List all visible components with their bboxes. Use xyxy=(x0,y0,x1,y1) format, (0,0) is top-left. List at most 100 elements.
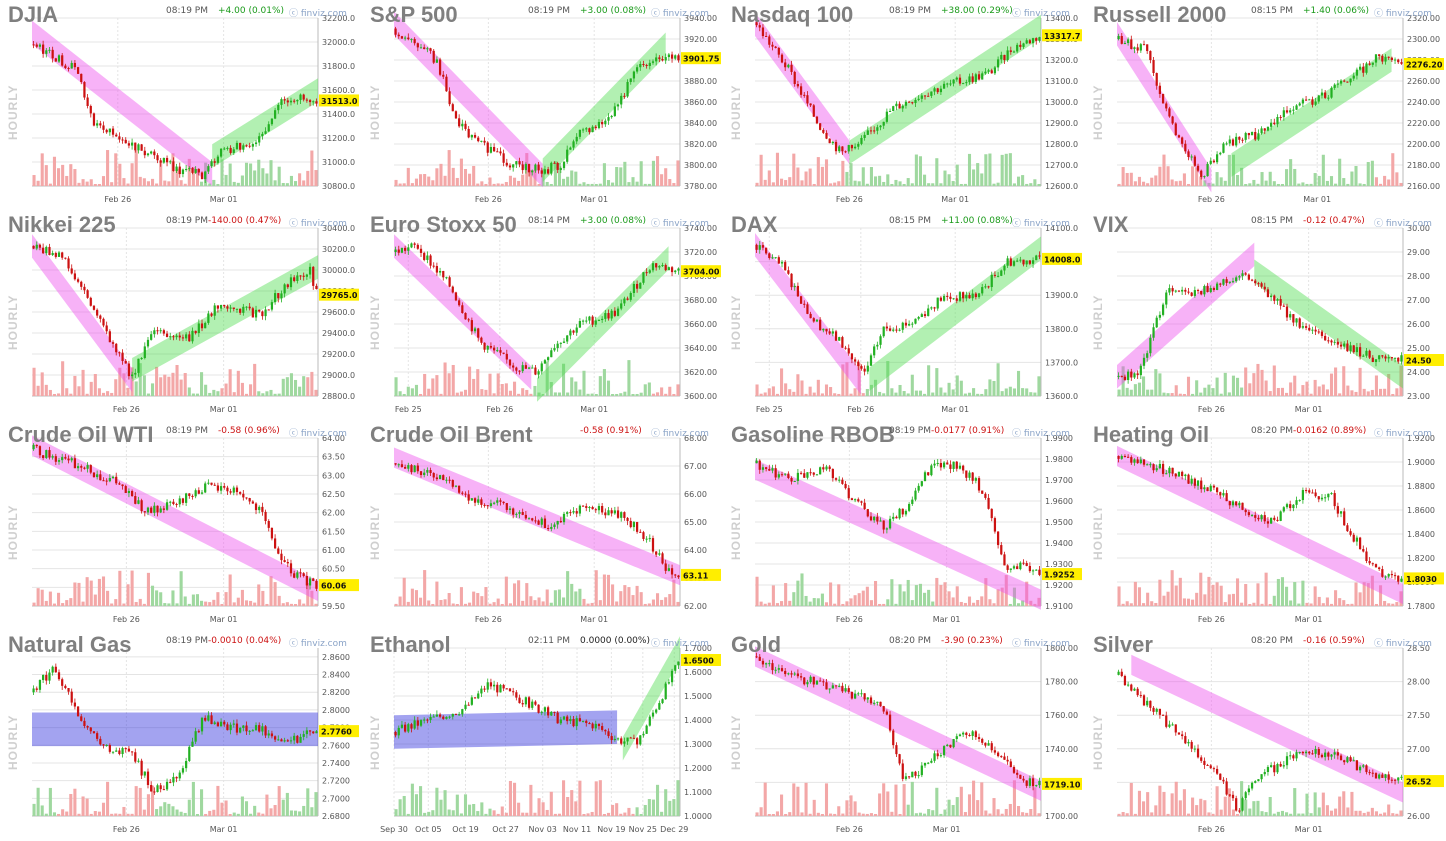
finviz-watermark[interactable]: ⓒ finviz.com xyxy=(651,6,709,19)
price-chart[interactable]: 2.86002.84002.82002.80002.78002.76002.74… xyxy=(0,630,361,840)
candle-body xyxy=(901,105,904,109)
chart-panel[interactable]: DJIA 08:19 PM +4.00 (0.01%) ⓒ finviz.com HOU… xyxy=(0,0,361,210)
volume-bar xyxy=(517,802,521,816)
price-chart[interactable]: 30400.030200.030000.029800.029600.029400… xyxy=(0,210,361,420)
volume-bar xyxy=(1264,380,1268,396)
price-chart[interactable]: 1.99001.98001.97001.96001.95001.94001.93… xyxy=(723,420,1084,630)
candle-body xyxy=(1222,143,1225,153)
price-chart[interactable]: 30.0029.0028.0027.0026.0025.0024.0023.00… xyxy=(1085,210,1446,420)
price-chart[interactable]: 1.70001.60001.50001.40001.30001.20001.10… xyxy=(362,630,723,840)
volume-bar xyxy=(1378,585,1383,606)
finviz-watermark[interactable]: ⓒ finviz.com xyxy=(1374,6,1432,19)
candle-body xyxy=(1003,554,1006,566)
chart-panel[interactable]: VIX 08:15 PM -0.12 (0.47%) ⓒ finviz.com HOUR… xyxy=(1085,210,1446,420)
chart-panel[interactable]: Silver 08:20 PM -0.16 (0.59%) ⓒ finviz.com H… xyxy=(1085,630,1446,840)
candle-body xyxy=(451,286,454,293)
price-chart[interactable]: 32200.032000.031800.031600.031400.031200… xyxy=(0,0,361,210)
candle-body xyxy=(942,83,946,89)
y-tick-label: 2.7000 xyxy=(322,794,350,803)
price-chart[interactable]: 2320.002300.002280.002260.002240.002220.… xyxy=(1085,0,1446,210)
chart-panel[interactable]: Crude Oil Brent -0.58 (0.91%) ⓒ finviz.com… xyxy=(362,420,723,630)
chart-panel[interactable]: Natural Gas 08:19 PM -0.0010 (0.04%) ⓒ finv… xyxy=(0,630,361,840)
price-chart[interactable]: 1800.001780.001760.001740.001720.001700.… xyxy=(723,630,1084,840)
candle-body xyxy=(1349,345,1352,352)
finviz-watermark[interactable]: ⓒ finviz.com xyxy=(289,426,347,439)
candle-body xyxy=(245,497,248,499)
volume-bar xyxy=(898,384,902,396)
candle-body xyxy=(505,162,508,166)
chart-panel[interactable]: Crude Oil WTI 08:19 PM -0.58 (0.96%) ⓒ finv… xyxy=(0,420,361,630)
price-chart[interactable]: 3740.003720.003700.003680.003660.003640.… xyxy=(362,210,723,420)
candle-body xyxy=(601,726,604,730)
candle-body xyxy=(1355,537,1359,542)
chart-panel[interactable]: S&P 500 08:19 PM +3.00 (0.08%) ⓒ finviz.com… xyxy=(362,0,723,210)
candle-body xyxy=(942,462,946,468)
finviz-watermark[interactable]: ⓒ finviz.com xyxy=(1012,216,1070,229)
candle-body xyxy=(1295,752,1298,759)
volume-bar xyxy=(833,603,837,606)
finviz-watermark[interactable]: ⓒ finviz.com xyxy=(651,636,709,649)
volume-bar xyxy=(517,180,521,186)
candle-body xyxy=(655,57,658,62)
volume-bar xyxy=(557,589,562,606)
chart-panel[interactable]: Nasdaq 100 08:19 PM +38.00 (0.29%) ⓒ finviz… xyxy=(723,0,1084,210)
candle-body xyxy=(885,711,888,715)
chart-panel[interactable]: Heating Oil 08:20 PM -0.0162 (0.89%) ⓒ finv… xyxy=(1085,420,1446,630)
price-chart[interactable]: 14100.014000.013900.013800.013700.013600… xyxy=(723,210,1084,420)
volume-bar xyxy=(459,813,463,816)
candle-body xyxy=(1215,768,1219,774)
candle-body xyxy=(949,744,952,748)
price-chart[interactable]: 3940.003920.003900.003880.003860.003840.… xyxy=(362,0,723,210)
x-tick-label: Feb 25 xyxy=(395,405,422,414)
volume-bar xyxy=(980,393,984,396)
finviz-watermark[interactable]: ⓒ finviz.com xyxy=(1374,216,1432,229)
chart-panel[interactable]: Ethanol 02:11 PM 0.0000 (0.00%) ⓒ finviz.co… xyxy=(362,630,723,840)
y-tick-label: 31600.0 xyxy=(322,86,355,95)
volume-bar xyxy=(615,601,619,606)
candle-body xyxy=(207,313,210,323)
candle-body xyxy=(1250,279,1254,281)
finviz-watermark[interactable]: ⓒ finviz.com xyxy=(1012,636,1070,649)
finviz-watermark[interactable]: ⓒ finviz.com xyxy=(289,636,347,649)
price-chart[interactable]: 64.0063.5063.0062.5062.0061.5061.0060.50… xyxy=(0,420,361,630)
volume-bar xyxy=(767,813,771,816)
chart-panel[interactable]: DAX 08:15 PM +11.00 (0.08%) ⓒ finviz.com HOU… xyxy=(723,210,1084,420)
candle-body xyxy=(838,685,841,687)
chart-panel[interactable]: Gold 08:20 PM -3.90 (0.23%) ⓒ finviz.com HOU… xyxy=(723,630,1084,840)
candle-body xyxy=(607,510,610,516)
finviz-watermark[interactable]: ⓒ finviz.com xyxy=(651,426,709,439)
finviz-watermark[interactable]: ⓒ finviz.com xyxy=(289,216,347,229)
volume-bar xyxy=(841,160,845,186)
finviz-watermark[interactable]: ⓒ finviz.com xyxy=(1374,636,1432,649)
price-change: +11.00 (0.08%) xyxy=(941,216,1013,226)
candle-body xyxy=(1304,326,1308,328)
price-chart[interactable]: 13400.013300.013200.013100.013000.012900… xyxy=(723,0,1084,210)
x-tick-label: Feb 26 xyxy=(104,195,131,204)
candle-body xyxy=(226,147,229,149)
volume-bar xyxy=(647,799,651,816)
candle-body xyxy=(768,36,771,45)
candle-body xyxy=(965,82,968,84)
timeframe-label: HOURLY xyxy=(6,504,20,560)
chart-panel[interactable]: Nikkei 225 08:19 PM -140.00 (0.47%) ⓒ finvi… xyxy=(0,210,361,420)
volume-bar xyxy=(1133,813,1137,816)
candle-body xyxy=(1298,499,1301,501)
chart-panel[interactable]: Euro Stoxx 50 08:14 PM +3.00 (0.08%) ⓒ finv… xyxy=(362,210,723,420)
finviz-watermark[interactable]: ⓒ finviz.com xyxy=(289,6,347,19)
finviz-watermark[interactable]: ⓒ finviz.com xyxy=(1012,6,1070,19)
chart-panel[interactable]: Gasoline RBOB 08:19 PM -0.0177 (0.91%) ⓒ fi… xyxy=(723,420,1084,630)
volume-bar xyxy=(1150,177,1154,186)
finviz-watermark[interactable]: ⓒ finviz.com xyxy=(651,216,709,229)
price-chart[interactable]: 1.92001.90001.88001.86001.84001.82001.80… xyxy=(1085,420,1446,630)
candle-body xyxy=(920,765,923,776)
candle-body xyxy=(416,43,419,48)
chart-panel[interactable]: Russell 2000 08:15 PM +1.40 (0.06%) ⓒ finvi… xyxy=(1085,0,1446,210)
finviz-watermark[interactable]: ⓒ finviz.com xyxy=(1374,426,1432,439)
x-tick-label: Feb 26 xyxy=(475,195,502,204)
volume-bar xyxy=(566,392,570,396)
candle-body xyxy=(51,49,54,59)
finviz-watermark[interactable]: ⓒ finviz.com xyxy=(1012,426,1070,439)
candle-body xyxy=(1387,357,1390,359)
